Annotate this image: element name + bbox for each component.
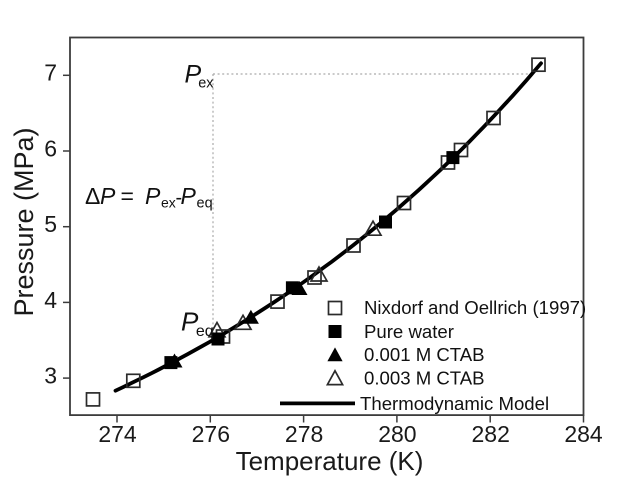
svg-text:Temperature (K): Temperature (K) [236,446,424,476]
svg-text:282: 282 [472,421,510,447]
svg-text:Thermodynamic Model: Thermodynamic Model [360,393,549,414]
svg-text:5: 5 [44,211,57,237]
svg-text:278: 278 [285,421,323,447]
svg-text:274: 274 [98,421,137,447]
svg-text:0.003 M CTAB: 0.003 M CTAB [364,368,485,389]
svg-text:Pure water: Pure water [364,321,454,342]
svg-text:ΔP=Pex-Peq: ΔP = Pex-Peq [85,183,213,212]
svg-text:Pressure (MPa): Pressure (MPa) [9,127,39,316]
svg-text:7: 7 [44,60,57,86]
svg-text:3: 3 [44,363,57,389]
svg-text:284: 284 [564,421,603,447]
svg-text:276: 276 [192,421,230,447]
svg-text:0.001 M CTAB: 0.001 M CTAB [364,344,485,365]
svg-text:Nixdorf and Oellrich (1997): Nixdorf and Oellrich (1997) [364,297,586,318]
svg-text:6: 6 [44,135,57,161]
svg-text:4: 4 [44,287,57,313]
svg-text:280: 280 [378,421,416,447]
